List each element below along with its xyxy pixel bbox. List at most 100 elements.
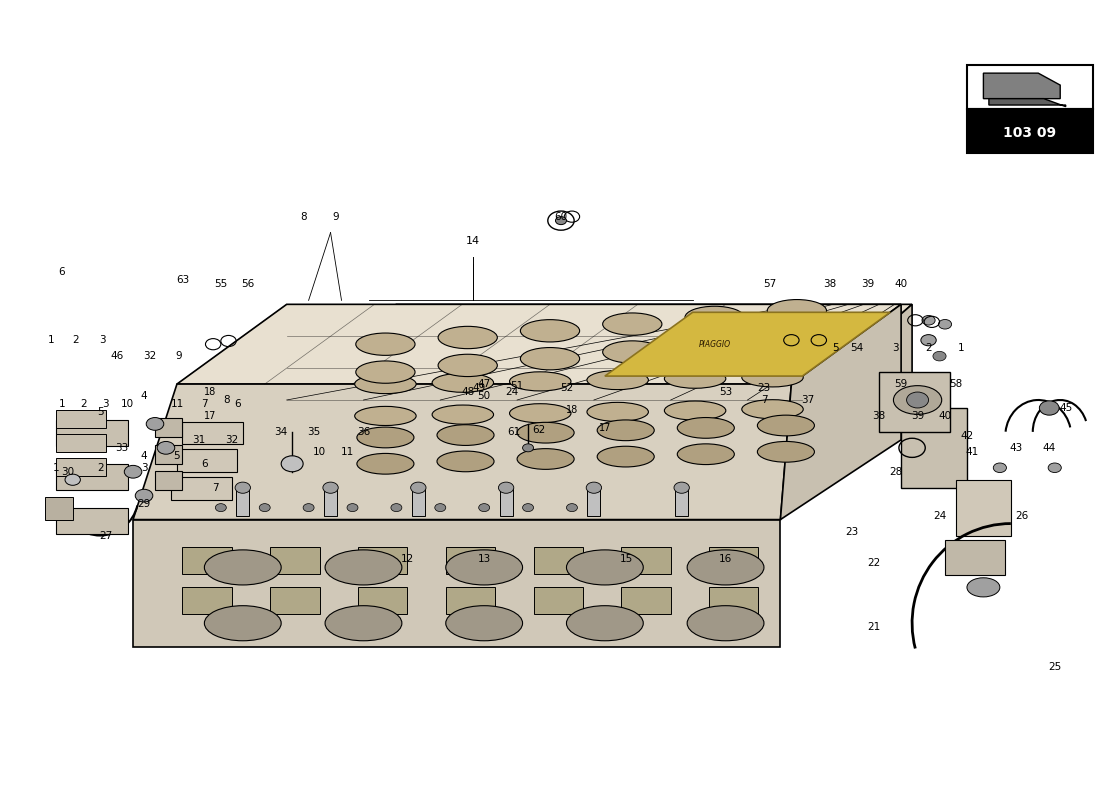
Text: 2: 2 — [97, 462, 103, 473]
Text: 36: 36 — [356, 427, 370, 437]
Bar — [155, 445, 183, 464]
Circle shape — [933, 351, 946, 361]
Circle shape — [410, 482, 426, 494]
Circle shape — [323, 482, 338, 494]
Circle shape — [235, 482, 251, 494]
Text: 59: 59 — [894, 379, 908, 389]
Bar — [945, 539, 1005, 575]
Ellipse shape — [597, 446, 654, 467]
Bar — [411, 488, 425, 515]
Polygon shape — [605, 312, 890, 376]
Text: 32: 32 — [226, 435, 239, 445]
Text: 23: 23 — [845, 526, 858, 537]
Polygon shape — [780, 304, 901, 519]
Ellipse shape — [355, 361, 415, 383]
Text: 40: 40 — [938, 411, 952, 421]
Ellipse shape — [758, 442, 814, 462]
Circle shape — [216, 504, 227, 512]
Text: 7: 7 — [212, 482, 219, 493]
Text: 3: 3 — [102, 399, 109, 409]
Polygon shape — [133, 519, 780, 647]
Ellipse shape — [597, 420, 654, 441]
Ellipse shape — [603, 341, 662, 363]
Text: 53: 53 — [719, 387, 733, 397]
Circle shape — [346, 504, 358, 512]
Bar — [956, 480, 1011, 535]
Text: 3: 3 — [99, 335, 106, 346]
Bar — [499, 488, 513, 515]
Text: 6: 6 — [201, 458, 208, 469]
Polygon shape — [989, 98, 1066, 106]
Ellipse shape — [517, 449, 574, 470]
Ellipse shape — [566, 550, 644, 585]
Bar — [967, 109, 1093, 153]
Text: 5: 5 — [832, 343, 838, 353]
Ellipse shape — [509, 404, 571, 423]
Text: a passion for parts: a passion for parts — [345, 475, 580, 532]
Bar — [901, 408, 967, 488]
Ellipse shape — [587, 370, 648, 390]
Text: 39: 39 — [861, 279, 875, 290]
Ellipse shape — [509, 372, 571, 391]
Circle shape — [566, 504, 578, 512]
Text: 31: 31 — [192, 435, 206, 445]
Circle shape — [390, 504, 402, 512]
Polygon shape — [983, 73, 1060, 98]
Ellipse shape — [678, 444, 735, 465]
Ellipse shape — [520, 347, 580, 370]
Text: 17: 17 — [204, 411, 216, 421]
Ellipse shape — [967, 578, 1000, 597]
Bar — [56, 458, 106, 476]
Ellipse shape — [664, 369, 726, 388]
Text: 3: 3 — [892, 343, 899, 353]
Bar — [56, 420, 128, 446]
Ellipse shape — [354, 406, 416, 426]
Bar — [534, 547, 583, 574]
Ellipse shape — [356, 427, 414, 448]
Polygon shape — [791, 304, 912, 496]
Text: 17: 17 — [598, 423, 611, 433]
Bar — [56, 410, 106, 428]
Circle shape — [522, 444, 534, 452]
Ellipse shape — [432, 405, 494, 424]
Bar — [172, 478, 232, 500]
Text: 9: 9 — [176, 351, 183, 361]
Bar — [56, 464, 128, 490]
Circle shape — [124, 466, 142, 478]
Ellipse shape — [205, 606, 282, 641]
Circle shape — [922, 315, 935, 325]
Text: 22: 22 — [867, 558, 880, 569]
Text: 46: 46 — [110, 351, 123, 361]
Text: 3: 3 — [141, 462, 147, 473]
Text: 40: 40 — [894, 279, 908, 290]
Bar — [183, 547, 232, 574]
Text: 34: 34 — [275, 427, 288, 437]
Text: 16: 16 — [719, 554, 733, 565]
Ellipse shape — [326, 550, 402, 585]
Bar — [710, 587, 759, 614]
Circle shape — [993, 463, 1007, 473]
Text: 48: 48 — [461, 387, 474, 397]
Ellipse shape — [437, 451, 494, 472]
Polygon shape — [133, 384, 791, 519]
Text: 43: 43 — [1010, 443, 1023, 453]
Bar — [177, 450, 238, 472]
Text: 13: 13 — [477, 554, 491, 565]
Text: eárts҄: eárts҄ — [260, 398, 402, 450]
Text: 2: 2 — [73, 335, 79, 346]
Circle shape — [906, 392, 928, 408]
Ellipse shape — [437, 425, 494, 446]
Text: 63: 63 — [176, 275, 189, 286]
Ellipse shape — [664, 401, 726, 420]
Ellipse shape — [587, 402, 648, 422]
Text: 62: 62 — [532, 426, 546, 435]
Text: 33: 33 — [116, 443, 129, 453]
Text: 50: 50 — [477, 391, 491, 401]
Bar — [183, 587, 232, 614]
Bar — [56, 508, 128, 534]
Text: 9: 9 — [332, 212, 340, 222]
Text: 5: 5 — [97, 407, 103, 417]
Text: 27: 27 — [99, 530, 112, 541]
Text: 25: 25 — [1048, 662, 1062, 672]
Text: 7: 7 — [201, 399, 208, 409]
